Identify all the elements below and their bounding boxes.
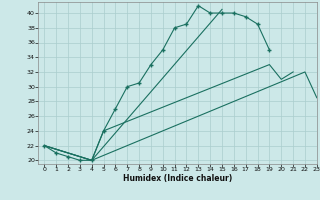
X-axis label: Humidex (Indice chaleur): Humidex (Indice chaleur) — [123, 174, 232, 183]
